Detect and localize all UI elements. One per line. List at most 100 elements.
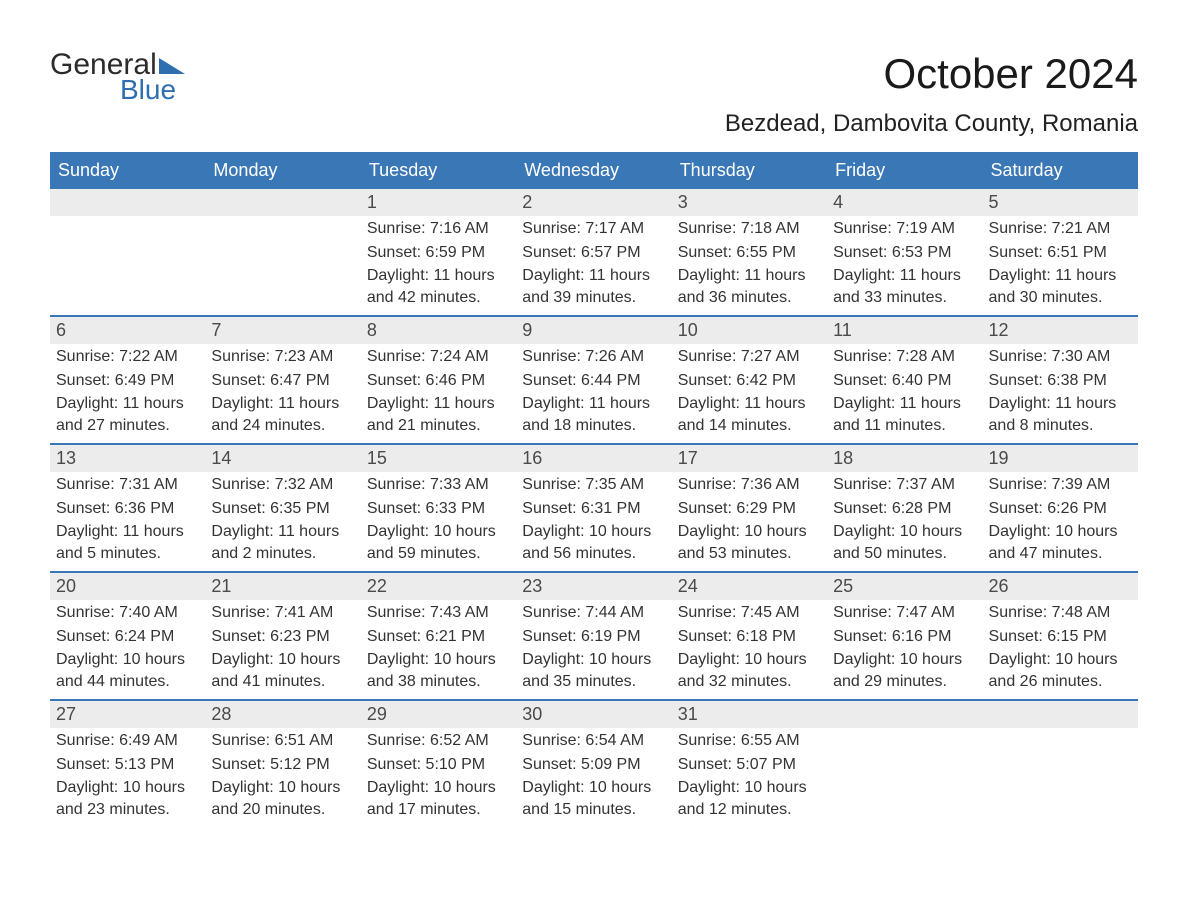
daylight-text: Daylight: 11 hours and 14 minutes. [672, 391, 827, 436]
day-number: 18 [827, 445, 982, 472]
sunset-text: Sunset: 6:53 PM [827, 240, 982, 264]
daylight-text: Daylight: 11 hours and 2 minutes. [205, 519, 360, 564]
day-number: 4 [827, 189, 982, 216]
week-row: 6Sunrise: 7:22 AMSunset: 6:49 PMDaylight… [50, 315, 1138, 443]
day-number: 6 [50, 317, 205, 344]
calendar-cell: 21Sunrise: 7:41 AMSunset: 6:23 PMDayligh… [205, 573, 360, 699]
calendar-cell: 17Sunrise: 7:36 AMSunset: 6:29 PMDayligh… [672, 445, 827, 571]
day-number [50, 189, 205, 216]
sunset-text: Sunset: 6:55 PM [672, 240, 827, 264]
daylight-text: Daylight: 10 hours and 15 minutes. [516, 775, 671, 820]
daylight-text: Daylight: 11 hours and 5 minutes. [50, 519, 205, 564]
flag-icon [159, 58, 185, 74]
day-number: 14 [205, 445, 360, 472]
calendar-cell: 22Sunrise: 7:43 AMSunset: 6:21 PMDayligh… [361, 573, 516, 699]
day-number: 21 [205, 573, 360, 600]
calendar-cell: 29Sunrise: 6:52 AMSunset: 5:10 PMDayligh… [361, 701, 516, 827]
sunrise-text: Sunrise: 7:26 AM [516, 344, 671, 368]
sunrise-text: Sunrise: 7:48 AM [983, 600, 1138, 624]
weekday-header: Thursday [672, 152, 827, 189]
day-number: 29 [361, 701, 516, 728]
daylight-text: Daylight: 11 hours and 8 minutes. [983, 391, 1138, 436]
calendar: SundayMondayTuesdayWednesdayThursdayFrid… [50, 152, 1138, 827]
page-title: October 2024 [883, 50, 1138, 98]
weekday-header: Tuesday [361, 152, 516, 189]
header-row: General Blue October 2024 [50, 50, 1138, 104]
daylight-text: Daylight: 11 hours and 39 minutes. [516, 263, 671, 308]
sunset-text: Sunset: 6:59 PM [361, 240, 516, 264]
sunset-text: Sunset: 6:18 PM [672, 624, 827, 648]
calendar-cell: 24Sunrise: 7:45 AMSunset: 6:18 PMDayligh… [672, 573, 827, 699]
calendar-cell [983, 701, 1138, 827]
calendar-cell: 11Sunrise: 7:28 AMSunset: 6:40 PMDayligh… [827, 317, 982, 443]
calendar-cell: 31Sunrise: 6:55 AMSunset: 5:07 PMDayligh… [672, 701, 827, 827]
week-row: 27Sunrise: 6:49 AMSunset: 5:13 PMDayligh… [50, 699, 1138, 827]
sunset-text: Sunset: 6:38 PM [983, 368, 1138, 392]
sunset-text: Sunset: 5:10 PM [361, 752, 516, 776]
logo-text-blue: Blue [120, 76, 185, 104]
calendar-cell: 5Sunrise: 7:21 AMSunset: 6:51 PMDaylight… [983, 189, 1138, 315]
sunset-text: Sunset: 6:19 PM [516, 624, 671, 648]
day-number: 17 [672, 445, 827, 472]
sunset-text: Sunset: 6:33 PM [361, 496, 516, 520]
sunset-text: Sunset: 6:29 PM [672, 496, 827, 520]
sunrise-text: Sunrise: 7:45 AM [672, 600, 827, 624]
calendar-cell: 1Sunrise: 7:16 AMSunset: 6:59 PMDaylight… [361, 189, 516, 315]
daylight-text: Daylight: 10 hours and 47 minutes. [983, 519, 1138, 564]
calendar-cell: 30Sunrise: 6:54 AMSunset: 5:09 PMDayligh… [516, 701, 671, 827]
calendar-cell: 10Sunrise: 7:27 AMSunset: 6:42 PMDayligh… [672, 317, 827, 443]
daylight-text: Daylight: 11 hours and 18 minutes. [516, 391, 671, 436]
day-number [983, 701, 1138, 728]
daylight-text: Daylight: 11 hours and 42 minutes. [361, 263, 516, 308]
sunset-text: Sunset: 6:42 PM [672, 368, 827, 392]
calendar-cell: 8Sunrise: 7:24 AMSunset: 6:46 PMDaylight… [361, 317, 516, 443]
day-number: 27 [50, 701, 205, 728]
sunset-text: Sunset: 6:24 PM [50, 624, 205, 648]
sunset-text: Sunset: 6:15 PM [983, 624, 1138, 648]
day-number: 11 [827, 317, 982, 344]
calendar-cell: 14Sunrise: 7:32 AMSunset: 6:35 PMDayligh… [205, 445, 360, 571]
day-number: 23 [516, 573, 671, 600]
sunrise-text: Sunrise: 7:33 AM [361, 472, 516, 496]
day-number: 13 [50, 445, 205, 472]
sunset-text: Sunset: 5:13 PM [50, 752, 205, 776]
calendar-cell: 15Sunrise: 7:33 AMSunset: 6:33 PMDayligh… [361, 445, 516, 571]
day-number: 16 [516, 445, 671, 472]
sunset-text: Sunset: 6:16 PM [827, 624, 982, 648]
daylight-text: Daylight: 10 hours and 20 minutes. [205, 775, 360, 820]
week-row: 13Sunrise: 7:31 AMSunset: 6:36 PMDayligh… [50, 443, 1138, 571]
day-number: 5 [983, 189, 1138, 216]
day-number: 30 [516, 701, 671, 728]
daylight-text: Daylight: 10 hours and 41 minutes. [205, 647, 360, 692]
day-number: 31 [672, 701, 827, 728]
sunrise-text: Sunrise: 7:37 AM [827, 472, 982, 496]
sunrise-text: Sunrise: 7:18 AM [672, 216, 827, 240]
day-number: 1 [361, 189, 516, 216]
calendar-cell: 9Sunrise: 7:26 AMSunset: 6:44 PMDaylight… [516, 317, 671, 443]
daylight-text: Daylight: 11 hours and 36 minutes. [672, 263, 827, 308]
sunrise-text: Sunrise: 7:23 AM [205, 344, 360, 368]
day-number: 20 [50, 573, 205, 600]
sunrise-text: Sunrise: 6:54 AM [516, 728, 671, 752]
sunset-text: Sunset: 6:46 PM [361, 368, 516, 392]
sunrise-text: Sunrise: 7:44 AM [516, 600, 671, 624]
sunrise-text: Sunrise: 7:31 AM [50, 472, 205, 496]
calendar-cell: 6Sunrise: 7:22 AMSunset: 6:49 PMDaylight… [50, 317, 205, 443]
daylight-text: Daylight: 11 hours and 24 minutes. [205, 391, 360, 436]
weekday-header: Friday [827, 152, 982, 189]
sunset-text: Sunset: 6:49 PM [50, 368, 205, 392]
day-number: 2 [516, 189, 671, 216]
weekday-header-row: SundayMondayTuesdayWednesdayThursdayFrid… [50, 152, 1138, 189]
sunset-text: Sunset: 6:40 PM [827, 368, 982, 392]
sunrise-text: Sunrise: 7:41 AM [205, 600, 360, 624]
calendar-cell: 2Sunrise: 7:17 AMSunset: 6:57 PMDaylight… [516, 189, 671, 315]
daylight-text: Daylight: 10 hours and 12 minutes. [672, 775, 827, 820]
day-number: 7 [205, 317, 360, 344]
sunrise-text: Sunrise: 7:24 AM [361, 344, 516, 368]
sunrise-text: Sunrise: 6:49 AM [50, 728, 205, 752]
daylight-text: Daylight: 10 hours and 23 minutes. [50, 775, 205, 820]
sunset-text: Sunset: 6:36 PM [50, 496, 205, 520]
sunrise-text: Sunrise: 7:36 AM [672, 472, 827, 496]
calendar-cell: 7Sunrise: 7:23 AMSunset: 6:47 PMDaylight… [205, 317, 360, 443]
sunset-text: Sunset: 6:26 PM [983, 496, 1138, 520]
